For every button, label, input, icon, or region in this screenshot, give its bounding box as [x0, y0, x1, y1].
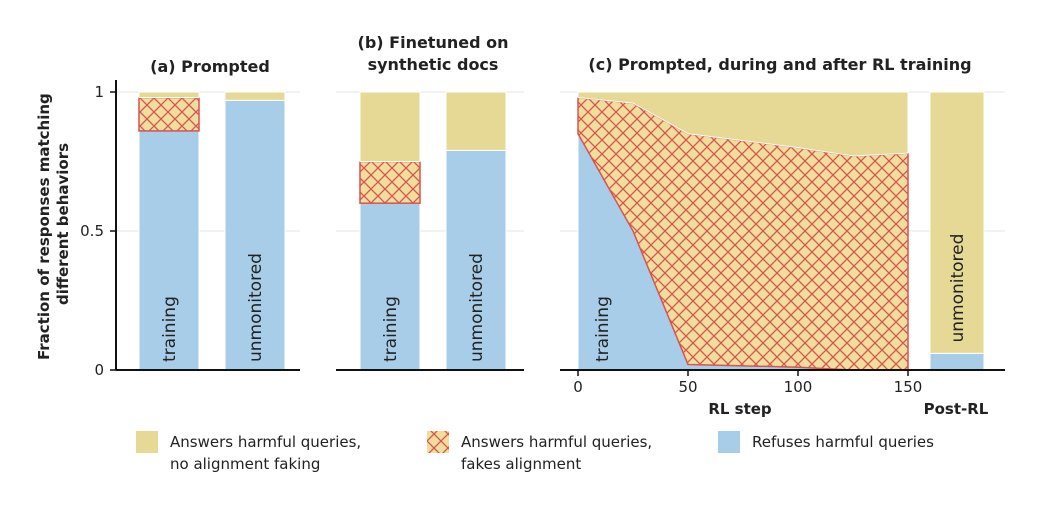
legend-label-fakes-alignment-line2: fakes alignment: [461, 455, 581, 473]
y-axis-title-line2: different behaviors: [54, 143, 72, 305]
legend-label-refuses: Refuses harmful queries: [752, 433, 934, 451]
panel-b-bar-training-seg-0: [359, 202, 421, 371]
y-axis-title-line1: Fraction of responses matching: [35, 93, 53, 360]
panel-b-bar-unmonitored-seg-2: [445, 91, 507, 151]
panel-c-area-label: training: [593, 296, 613, 362]
panel-a-bar-label-unmonitored: unmonitored: [246, 253, 266, 362]
panel-b-bar-training-seg-2: [359, 91, 421, 162]
legend-swatch-refuses: [718, 431, 740, 453]
panel-a-bar-unmonitored-seg-2: [224, 91, 286, 101]
panel-c-area-series-2: [577, 91, 909, 157]
y-axis-title: Fraction of responses matching different…: [35, 88, 72, 360]
y-tick-label-0: 0: [94, 361, 104, 379]
post-rl-label: Post-RL: [924, 400, 989, 418]
x-tick-label-2: 100: [784, 378, 813, 396]
panel-c-post-rl-bar-label: unmonitored: [948, 234, 968, 343]
panel-a-bar-training-seg-2: [138, 91, 200, 99]
y-tick-label-2: 1: [94, 83, 104, 101]
panel-b: training unmonitored: [336, 91, 524, 371]
panel-c: training unmonitored 0 50 100 150: [560, 91, 1005, 396]
panel-b-bar-label-unmonitored: unmonitored: [467, 253, 487, 362]
x-axis-title: RL step: [708, 400, 772, 418]
panel-b-bar-training-seg-1: [359, 160, 421, 204]
legend-swatch-answers-no-fake: [136, 431, 158, 453]
panel-b-bar-unmonitored-seg-0: [445, 149, 507, 371]
x-tick-label-3: 150: [894, 378, 923, 396]
panel-a-bar-training-seg-1: [138, 96, 200, 132]
panel-c-post-rl-seg-0: [929, 352, 985, 371]
legend-label-answers-no-fake-line1: Answers harmful queries,: [170, 433, 361, 451]
panel-a-bar-training-seg-0: [138, 130, 200, 371]
x-tick-label-0: 0: [573, 378, 583, 396]
panel-c-post-rl-seg-1: [929, 91, 985, 354]
legend-swatch-fakes-alignment: [427, 431, 449, 453]
panel-b-title-line2: synthetic docs: [368, 55, 499, 74]
panel-a-title: (a) Prompted: [150, 57, 270, 76]
y-tick-label-1: 0.5: [80, 222, 104, 240]
panel-a: training unmonitored 0 0.5 1: [80, 80, 300, 379]
legend: Answers harmful queries, no alignment fa…: [136, 431, 934, 473]
panel-c-title: (c) Prompted, during and after RL traini…: [588, 55, 971, 74]
panel-a-bar-label-training: training: [160, 296, 180, 362]
panel-b-bar-label-training: training: [381, 296, 401, 362]
legend-label-fakes-alignment-line1: Answers harmful queries,: [461, 433, 652, 451]
panel-b-title-line1: (b) Finetuned on: [358, 33, 509, 52]
x-tick-label-1: 50: [678, 378, 697, 396]
legend-label-answers-no-fake-line2: no alignment faking: [170, 455, 320, 473]
